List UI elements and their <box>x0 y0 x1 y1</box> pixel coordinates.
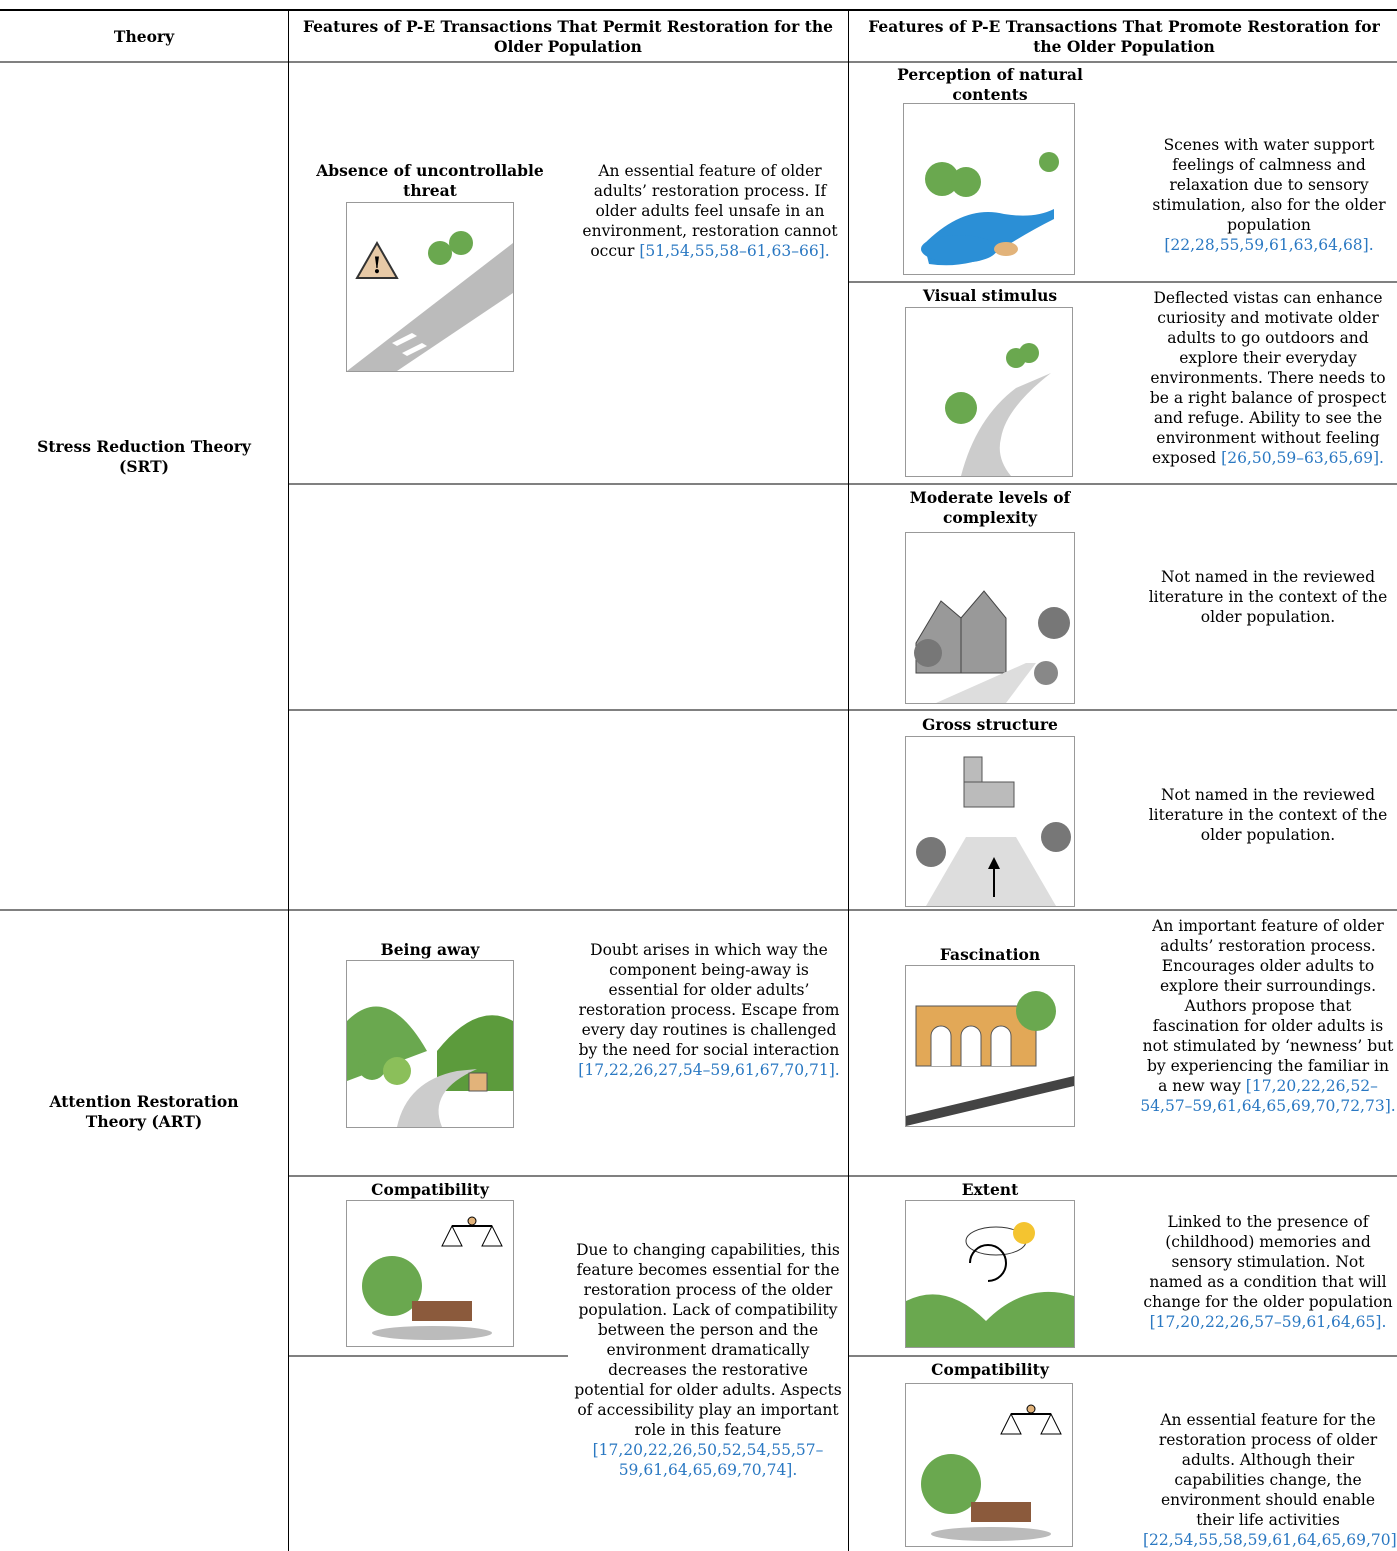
citation: [51,54,55,58–61,63–66]. <box>639 242 830 260</box>
feature-text: Scenes with water support feelings of ca… <box>1145 135 1393 255</box>
feature-text: Not named in the reviewed literature in … <box>1143 567 1393 627</box>
illustration <box>905 736 1075 907</box>
text: Due to changing capabilities, this featu… <box>574 1241 842 1439</box>
feature-title: Being away <box>380 940 480 959</box>
feature-text: An important feature of older adults’ re… <box>1140 916 1396 1116</box>
illustration <box>346 1200 514 1347</box>
feature-title: Gross structure <box>922 715 1058 734</box>
feature-text: Linked to the presence of (childhood) me… <box>1143 1212 1393 1332</box>
feature-text: Deflected vistas can enhance curiosity a… <box>1143 288 1393 468</box>
feature-title: Extent <box>961 1180 1019 1199</box>
text: Doubt arises in which way the component … <box>578 941 840 1059</box>
feature-text: Not named in the reviewed literature in … <box>1143 785 1393 845</box>
feature-title: Fascination <box>939 945 1041 964</box>
text: Deflected vistas can enhance curiosity a… <box>1149 289 1387 467</box>
citation: [17,20,22,26,50,52,54,55,57–59,61,64,65,… <box>592 1441 824 1479</box>
illustration <box>905 307 1073 477</box>
illustration <box>905 532 1075 704</box>
feature-title: Compatibility <box>931 1360 1049 1379</box>
feature-text: Due to changing capabilities, this featu… <box>572 1240 844 1480</box>
illustration <box>905 1383 1073 1547</box>
svg-text:!: ! <box>372 253 382 279</box>
header-cell: Features of P-E Transactions That Permit… <box>303 17 833 56</box>
feature-title: Perception of natural contents <box>897 65 1083 104</box>
citation: [22,54,55,58,59,61,64,65,69,70]. <box>1143 1531 1397 1549</box>
text: Not named in the reviewed literature in … <box>1148 568 1388 626</box>
citation: [17,20,22,26,52–54,57–59,61,64,65,69,70,… <box>1140 1077 1396 1115</box>
citation: [17,20,22,26,57–59,61,64,65]. <box>1149 1313 1387 1331</box>
illustration <box>346 960 514 1128</box>
theory-label: Stress Reduction Theory (SRT) <box>37 437 251 476</box>
text: Not named in the reviewed literature in … <box>1148 786 1388 844</box>
illustration <box>903 103 1075 275</box>
feature-title: Compatibility <box>371 1180 489 1199</box>
header-cell: Features of P-E Transactions That Promot… <box>868 17 1380 56</box>
illustration: ! <box>346 202 514 372</box>
text: An essential feature for the restoration… <box>1158 1411 1378 1529</box>
header-cell: Theory <box>113 27 175 46</box>
citation: [22,28,55,59,61,63,64,68]. <box>1164 236 1374 254</box>
text: An important feature of older adults’ re… <box>1142 917 1394 1095</box>
text: Scenes with water support feelings of ca… <box>1152 136 1386 234</box>
text: An essential feature of older adults’ re… <box>582 162 838 260</box>
text: Linked to the presence of (childhood) me… <box>1143 1213 1393 1311</box>
feature-title: Moderate levels of complexity <box>909 488 1071 527</box>
illustration <box>905 1200 1075 1348</box>
feature-text: Doubt arises in which way the component … <box>578 940 840 1080</box>
feature-title: Absence of uncontrollable threat <box>316 161 544 200</box>
theory-label: Attention Restoration Theory (ART) <box>49 1092 239 1131</box>
citation: [26,50,59–63,65,69]. <box>1221 449 1384 467</box>
illustration <box>905 965 1075 1127</box>
citation: [17,22,26,27,54–59,61,67,70,71]. <box>578 1061 840 1079</box>
feature-text: An essential feature for the restoration… <box>1143 1410 1397 1550</box>
feature-text: An essential feature of older adults’ re… <box>580 161 840 261</box>
